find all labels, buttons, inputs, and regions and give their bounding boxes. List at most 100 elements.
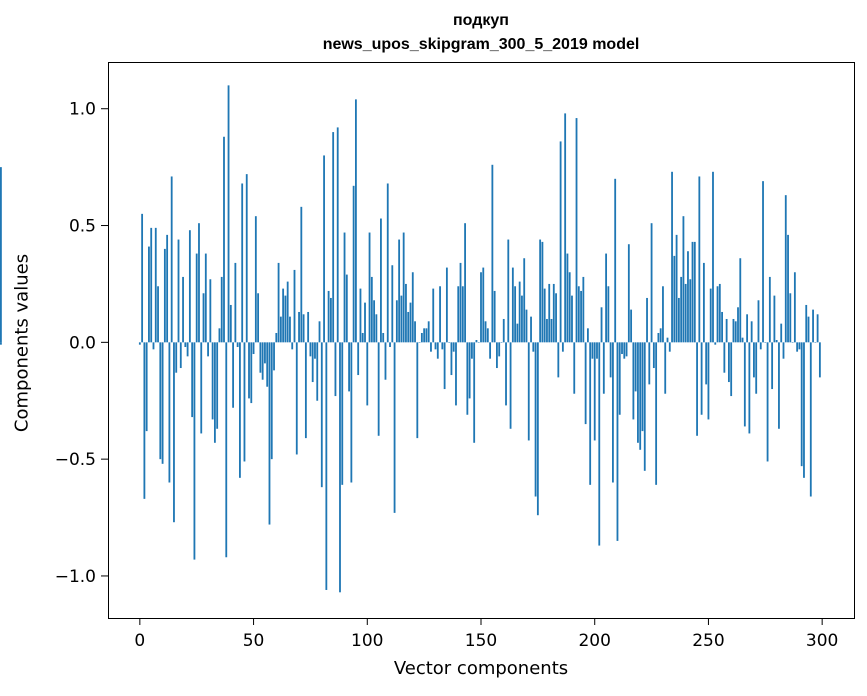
bar (159, 342, 162, 460)
bar (698, 176, 701, 343)
bar (734, 321, 737, 343)
bar (455, 342, 457, 406)
bar (748, 342, 751, 434)
bar (502, 318, 505, 343)
y-axis: −1.0 −0.5 0.0 0.5 1.0 (55, 100, 108, 587)
bar (557, 342, 560, 378)
bar (195, 253, 198, 343)
bar (600, 307, 603, 343)
bar (580, 290, 582, 343)
bar (527, 342, 530, 441)
bar (546, 318, 548, 343)
bar (284, 295, 287, 343)
bar (634, 342, 637, 392)
bar (245, 174, 248, 343)
bar (787, 234, 789, 343)
bar (459, 262, 462, 343)
bar (491, 164, 494, 343)
bar (532, 342, 535, 352)
bar (782, 342, 785, 359)
x-tick-label: 0 (134, 631, 145, 651)
bar (589, 342, 592, 485)
bar (457, 286, 460, 343)
bar (168, 342, 171, 483)
bar (375, 314, 378, 343)
bar (423, 328, 426, 343)
bar (805, 304, 808, 343)
bar (659, 328, 662, 343)
bar (0, 342, 2, 345)
bar (509, 342, 512, 429)
bar (414, 321, 416, 343)
bar (718, 283, 721, 343)
bar (370, 276, 373, 343)
bar (630, 309, 633, 343)
bar (598, 342, 601, 546)
bar (325, 342, 328, 590)
bar (571, 295, 573, 343)
y-axis-label: Components values (11, 253, 33, 433)
bar (377, 342, 380, 436)
bar (225, 342, 228, 558)
bar (261, 342, 264, 380)
bar (641, 342, 644, 432)
bar (254, 216, 257, 343)
bar (286, 281, 289, 343)
bar (407, 311, 410, 343)
bar (268, 342, 271, 525)
bar (352, 185, 355, 343)
bar (293, 269, 296, 343)
bar (473, 342, 476, 443)
bar (250, 342, 253, 404)
bar (411, 272, 414, 343)
bar (716, 286, 719, 343)
bar (243, 342, 246, 462)
y-tick-label: 0.5 (69, 217, 96, 237)
bar (398, 239, 401, 343)
bar (507, 239, 510, 343)
bar (213, 342, 216, 443)
bar (559, 141, 562, 343)
bar (445, 267, 448, 343)
bar (418, 342, 421, 343)
bar (530, 316, 532, 343)
bar (675, 234, 678, 343)
bar (623, 342, 626, 359)
bar (596, 342, 598, 359)
bar (343, 232, 346, 343)
bar (193, 342, 196, 560)
bar (216, 342, 219, 429)
bar (496, 342, 498, 369)
bar (807, 316, 810, 343)
bar (816, 314, 819, 343)
bar (264, 342, 266, 364)
bar (668, 342, 671, 352)
x-tick-label: 250 (692, 631, 724, 651)
bar (539, 239, 542, 343)
bar (814, 342, 817, 343)
bar (279, 316, 282, 343)
bar (666, 337, 669, 343)
bar (432, 288, 435, 343)
bar (405, 283, 407, 343)
bar (687, 251, 689, 343)
bar (550, 318, 553, 343)
bar (332, 132, 335, 343)
bar (364, 302, 366, 343)
bar (591, 342, 594, 359)
chart-title: подкуп (453, 12, 509, 29)
bar (448, 342, 451, 343)
x-tick-label: 150 (465, 631, 497, 651)
bar (409, 302, 412, 343)
bar (525, 309, 528, 343)
bar (318, 321, 321, 343)
bar (211, 342, 214, 420)
bar (207, 342, 209, 357)
bar (477, 342, 480, 343)
x-axis: 0 50 100 150 200 250 300 (134, 618, 838, 651)
bar (452, 342, 455, 352)
bar (486, 328, 489, 343)
bar (700, 342, 703, 415)
y-tick-label: −1.0 (55, 567, 96, 587)
bar (682, 216, 685, 343)
